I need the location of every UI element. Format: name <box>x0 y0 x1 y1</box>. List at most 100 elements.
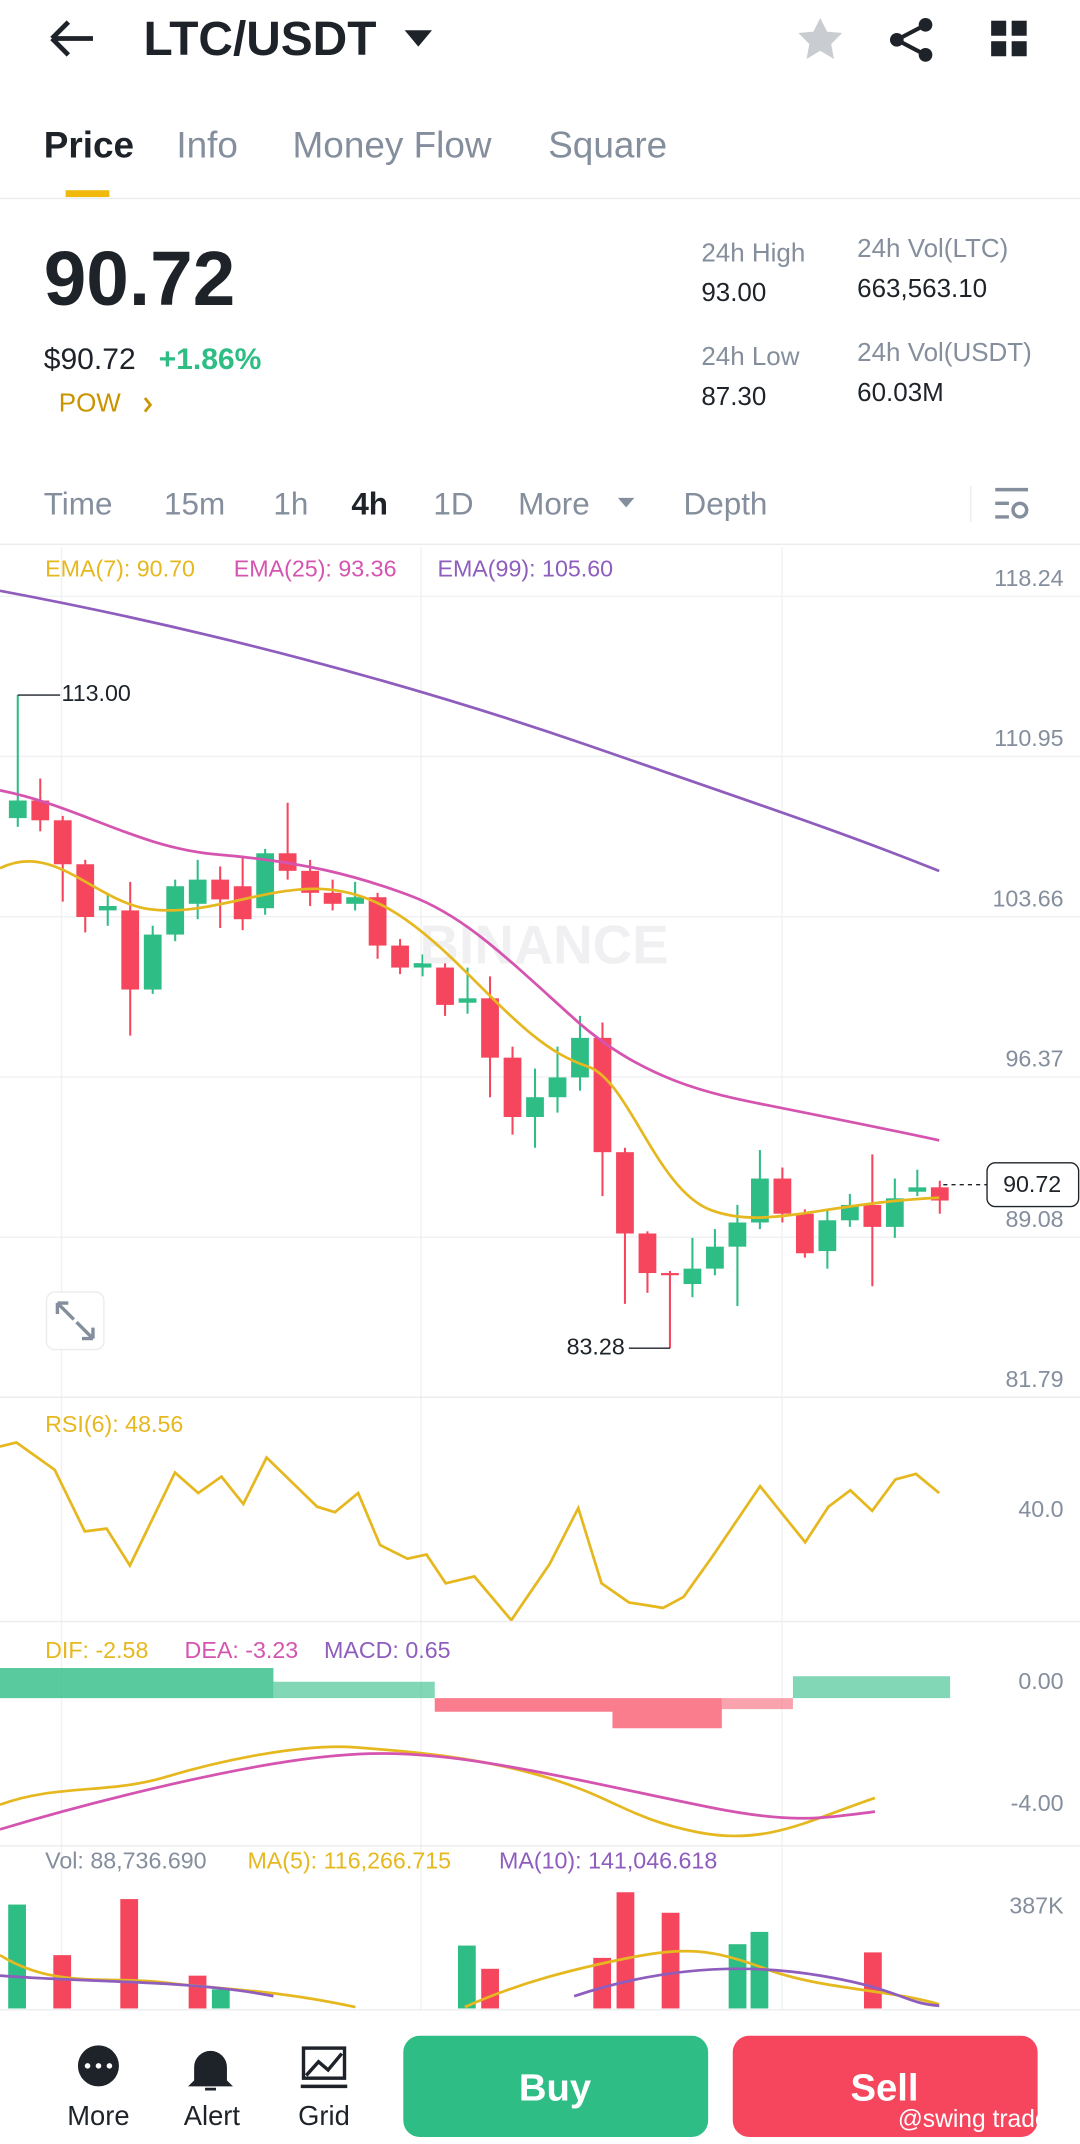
action-label[interactable]: Alert <box>184 2100 241 2131</box>
candle-body <box>31 800 50 821</box>
change: +1.86% <box>159 343 262 376</box>
y-tick-label: 81.79 <box>1005 1366 1063 1392</box>
vol-ma10 <box>0 1967 940 2008</box>
candle-body <box>368 897 387 946</box>
candle-body <box>301 870 320 893</box>
candle-body <box>548 1077 567 1098</box>
interval[interactable]: More <box>518 486 590 521</box>
share[interactable] <box>889 17 933 62</box>
candle-body <box>413 963 432 968</box>
stat-value: 93.00 <box>701 277 766 307</box>
tab[interactable]: Info <box>176 125 238 166</box>
y-tick-label: 118.24 <box>994 565 1063 591</box>
ema-label: EMA(7): 90.70 <box>45 555 195 581</box>
interval[interactable]: 1h <box>273 486 308 521</box>
y-tick-label: 96.37 <box>1005 1046 1063 1072</box>
candle-body <box>706 1246 724 1269</box>
usd-price: $90.72 <box>44 343 136 376</box>
candle-body <box>233 886 252 920</box>
action-label[interactable]: Grid <box>298 2100 350 2131</box>
candle-body <box>346 897 364 904</box>
last-price: 90.72 <box>44 237 236 322</box>
candle-body <box>503 1057 522 1118</box>
candle-body <box>885 1198 904 1227</box>
current-box <box>986 1162 1080 1208</box>
ema25-line <box>0 789 940 1142</box>
macd-tick: -4.00 <box>1011 1790 1064 1816</box>
dea-line <box>0 1752 876 1831</box>
volume-label: MA(10): 141,046.618 <box>499 1847 717 1873</box>
expand-icon <box>55 1301 95 1341</box>
stat-value: 87.30 <box>701 381 766 411</box>
candle-body <box>98 906 117 911</box>
stat-label: 24h High <box>701 237 805 267</box>
watermark: BINANCE <box>420 913 669 975</box>
candle-body <box>638 1233 657 1274</box>
tab-indicator <box>65 190 110 198</box>
y-tick-label: 110.95 <box>994 725 1063 751</box>
interval[interactable]: 4h <box>351 486 388 521</box>
candle-body <box>481 998 499 1058</box>
dif-line <box>0 1745 876 1838</box>
sell-button[interactable] <box>732 2035 1038 2137</box>
candle-body <box>908 1187 927 1192</box>
rsi-label: RSI(6): 48.56 <box>45 1411 183 1437</box>
stat-label: 24h Vol(USDT) <box>857 337 1032 367</box>
tab[interactable]: Money Flow <box>293 125 492 166</box>
candle-body <box>76 864 95 917</box>
candle-body <box>728 1222 747 1247</box>
candle-body <box>211 879 230 900</box>
ema7-line <box>0 860 940 1219</box>
volume-tick: 387K <box>1009 1892 1064 1918</box>
grid-menu[interactable] <box>991 20 1027 57</box>
macd-tick: 0.00 <box>1018 1668 1063 1694</box>
ema99-line <box>0 589 940 873</box>
interval[interactable]: Depth <box>684 486 768 521</box>
candle-body <box>121 910 140 990</box>
ema-label: EMA(99): 105.60 <box>437 555 613 581</box>
settings-icon[interactable] <box>995 487 1029 519</box>
stat-value: 60.03M <box>857 377 944 407</box>
candle-body <box>863 1204 882 1227</box>
favorite[interactable] <box>798 17 843 59</box>
volume-bars <box>8 1892 882 2009</box>
buy-button[interactable] <box>403 2035 709 2137</box>
volume-label: Vol: 88,736.690 <box>45 1847 207 1873</box>
tag[interactable]: POW <box>59 388 122 418</box>
macd-label: DIF: -2.58 <box>45 1637 148 1663</box>
tag-arrow <box>143 397 153 413</box>
candle-body <box>840 1204 859 1221</box>
expand-button[interactable] <box>45 1291 105 1351</box>
tab[interactable]: Price <box>44 125 134 166</box>
candle-body <box>593 1037 612 1153</box>
interval[interactable]: Time <box>44 486 113 521</box>
volume-label: MA(5): 116,266.715 <box>247 1847 451 1873</box>
candle-body <box>188 879 207 904</box>
macd-label: DEA: -3.23 <box>185 1637 299 1663</box>
candle-body <box>773 1178 792 1214</box>
interval[interactable]: 15m <box>164 486 225 521</box>
candle-body <box>571 1037 589 1078</box>
current-label: 90.72 <box>1003 1171 1061 1197</box>
stat-label: 24h Vol(LTC) <box>857 233 1008 263</box>
grid-icon[interactable] <box>300 2046 348 2089</box>
sell-label: Sell <box>850 2067 918 2110</box>
y-tick-label: 103.66 <box>993 885 1064 911</box>
alert-icon[interactable] <box>188 2050 233 2091</box>
y-tick-label: 89.08 <box>1005 1206 1063 1232</box>
candle-body <box>818 1220 837 1252</box>
more-arrow <box>617 497 635 508</box>
interval[interactable]: 1D <box>433 486 473 521</box>
back-button[interactable] <box>50 20 93 57</box>
pair-dropdown[interactable] <box>404 30 432 47</box>
tab[interactable]: Square <box>548 125 667 166</box>
rsi-tick: 40.0 <box>1018 1496 1063 1522</box>
macd-histogram <box>0 1668 951 1729</box>
candle-body <box>795 1213 814 1254</box>
buy-label: Buy <box>519 2067 592 2110</box>
pair[interactable]: LTC/USDT <box>144 13 377 66</box>
candle-body <box>143 934 162 990</box>
action-label[interactable]: More <box>67 2100 129 2131</box>
credit: @swing trade 1 <box>898 2106 1069 2133</box>
